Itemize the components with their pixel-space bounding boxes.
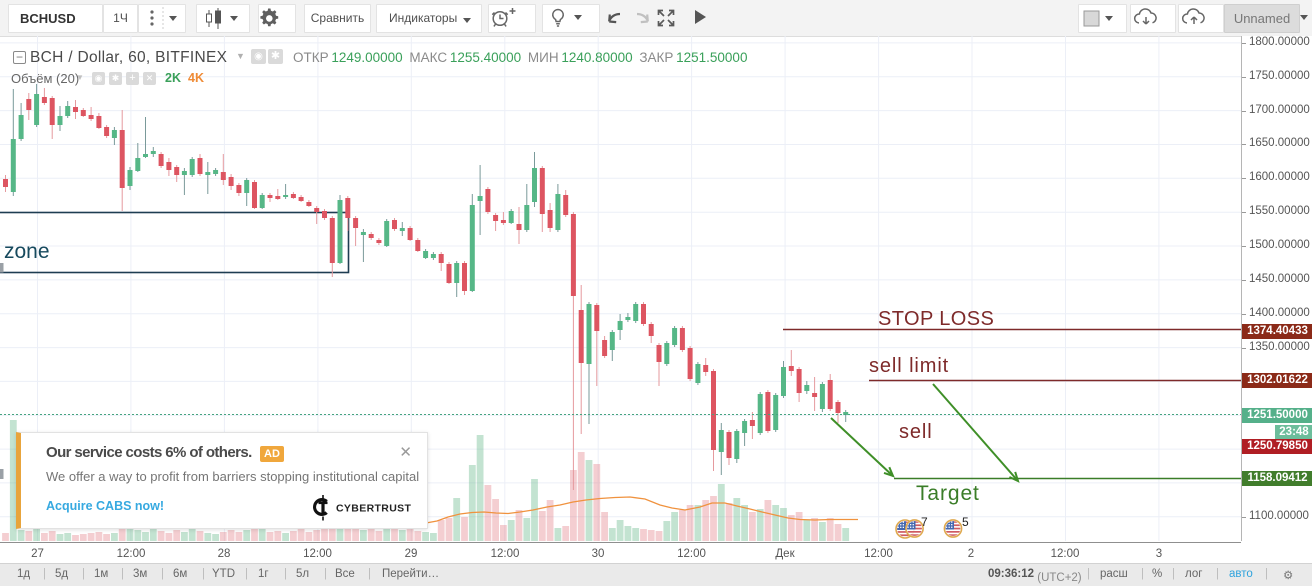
svg-text:STOP LOSS: STOP LOSS: [878, 308, 994, 330]
svg-text:sell: sell: [899, 421, 933, 443]
svg-text:sell limit: sell limit: [869, 355, 949, 377]
svg-text:zone: zone: [4, 240, 50, 263]
svg-text:CYBERTRUST: CYBERTRUST: [336, 503, 411, 515]
svg-text:7: 7: [921, 515, 928, 529]
svg-text:Target: Target: [916, 482, 980, 505]
svg-text:5: 5: [962, 515, 969, 529]
